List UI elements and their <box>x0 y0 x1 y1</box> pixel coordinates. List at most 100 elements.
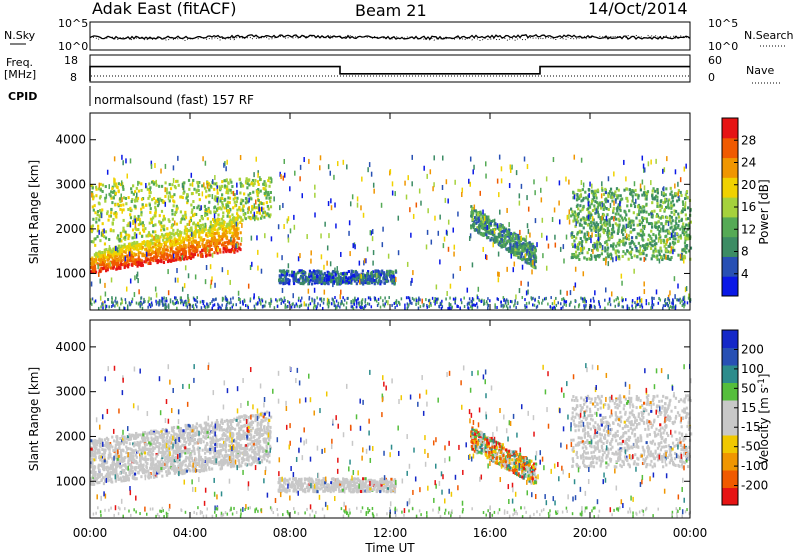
power-cell <box>194 239 197 243</box>
power-cell <box>151 241 154 245</box>
power-cell <box>184 213 187 217</box>
power-cell <box>217 206 220 210</box>
power-ground-cell <box>653 296 655 300</box>
power-ground-cell <box>148 303 151 307</box>
power-cell <box>616 196 619 200</box>
power-cell <box>203 229 206 233</box>
power-cell <box>119 256 123 260</box>
power-cell <box>118 265 121 269</box>
power-cell <box>571 242 574 246</box>
power-cell <box>179 220 182 224</box>
power-cell <box>530 261 533 265</box>
power-ground-cell <box>543 297 546 301</box>
power-noise-cell <box>248 197 250 203</box>
power-ground-cell <box>550 296 552 300</box>
power-ground-cell <box>687 296 690 300</box>
power-cell <box>475 217 478 221</box>
power-cell <box>343 271 346 275</box>
power-ground-cell <box>439 301 442 305</box>
power-cell <box>503 229 506 233</box>
power-cell <box>164 181 167 185</box>
power-cell <box>115 264 119 268</box>
power-cell <box>683 208 687 212</box>
power-cell <box>263 192 266 196</box>
power-cell <box>113 254 116 258</box>
power-cell <box>579 209 582 213</box>
power-cell <box>213 232 217 236</box>
power-noise-cell <box>98 229 100 235</box>
power-noise-cell <box>500 166 503 172</box>
power-ground-cell <box>284 305 286 309</box>
power-cell <box>215 223 218 227</box>
power-cell <box>674 209 678 213</box>
noise-tick-left-bottom: 10^0 <box>58 40 88 53</box>
power-noise-cell <box>356 202 359 208</box>
power-cell <box>290 270 294 274</box>
power-ground-cell <box>406 302 409 306</box>
power-cell <box>172 204 175 208</box>
power-ground-cell <box>239 297 241 301</box>
nsearch-trace <box>89 34 691 42</box>
power-cell <box>606 230 609 234</box>
power-cell <box>242 212 245 216</box>
power-cell <box>170 232 174 236</box>
power-cell <box>487 223 491 227</box>
power-cell <box>225 246 229 250</box>
power-cell <box>258 201 262 205</box>
power-cell <box>197 228 200 232</box>
power-noise-cell <box>361 176 363 182</box>
power-cell <box>216 231 219 235</box>
power-noise-cell <box>473 164 475 170</box>
power-ground-cell <box>454 298 457 302</box>
power-cell <box>246 200 249 204</box>
power-ground-cell <box>509 299 512 303</box>
power-cell <box>515 235 519 239</box>
power-cell <box>149 243 152 247</box>
power-cell <box>353 274 356 278</box>
power-cell <box>130 246 134 250</box>
power-cell <box>308 272 311 276</box>
power-cell <box>608 237 611 241</box>
power-cell <box>155 256 158 260</box>
power-noise-cell <box>279 205 281 211</box>
power-cell <box>99 188 102 192</box>
power-ground-cell <box>179 301 182 305</box>
power-cell <box>147 231 151 235</box>
power-ground-cell <box>270 299 273 303</box>
power-cell <box>218 185 221 189</box>
power-noise-cell <box>323 264 325 270</box>
power-cell <box>147 196 150 200</box>
power-ground-cell <box>333 304 336 308</box>
power-cell <box>139 245 143 249</box>
power-noise-cell <box>301 193 304 199</box>
power-cell <box>323 271 326 275</box>
power-cell <box>226 214 229 218</box>
power-noise-cell <box>330 205 333 211</box>
power-cell <box>123 266 126 270</box>
power-cell <box>241 184 244 188</box>
power-cell <box>189 238 192 242</box>
power-noise-cell <box>150 163 153 169</box>
power-ground-cell <box>608 300 611 304</box>
power-noise-cell <box>121 197 123 203</box>
power-cell <box>215 218 218 222</box>
power-ground-cell <box>494 303 496 307</box>
power-cell <box>208 226 211 230</box>
power-noise-cell <box>286 218 289 224</box>
power-noise-cell <box>370 171 373 177</box>
power-cell <box>187 238 190 242</box>
power-cell <box>656 212 659 216</box>
power-data-layer <box>90 154 693 311</box>
power-noise-cell <box>336 161 339 167</box>
power-ground-cell <box>395 299 398 303</box>
power-noise-cell <box>138 289 140 295</box>
power-noise-cell <box>545 265 548 271</box>
power-noise-cell <box>515 170 518 176</box>
power-cell <box>187 243 190 247</box>
power-cell <box>376 271 379 275</box>
power-cell <box>614 212 617 216</box>
power-cell <box>589 234 593 238</box>
power-ground-cell <box>241 300 244 304</box>
power-cell <box>596 248 599 252</box>
power-cell <box>91 266 94 270</box>
